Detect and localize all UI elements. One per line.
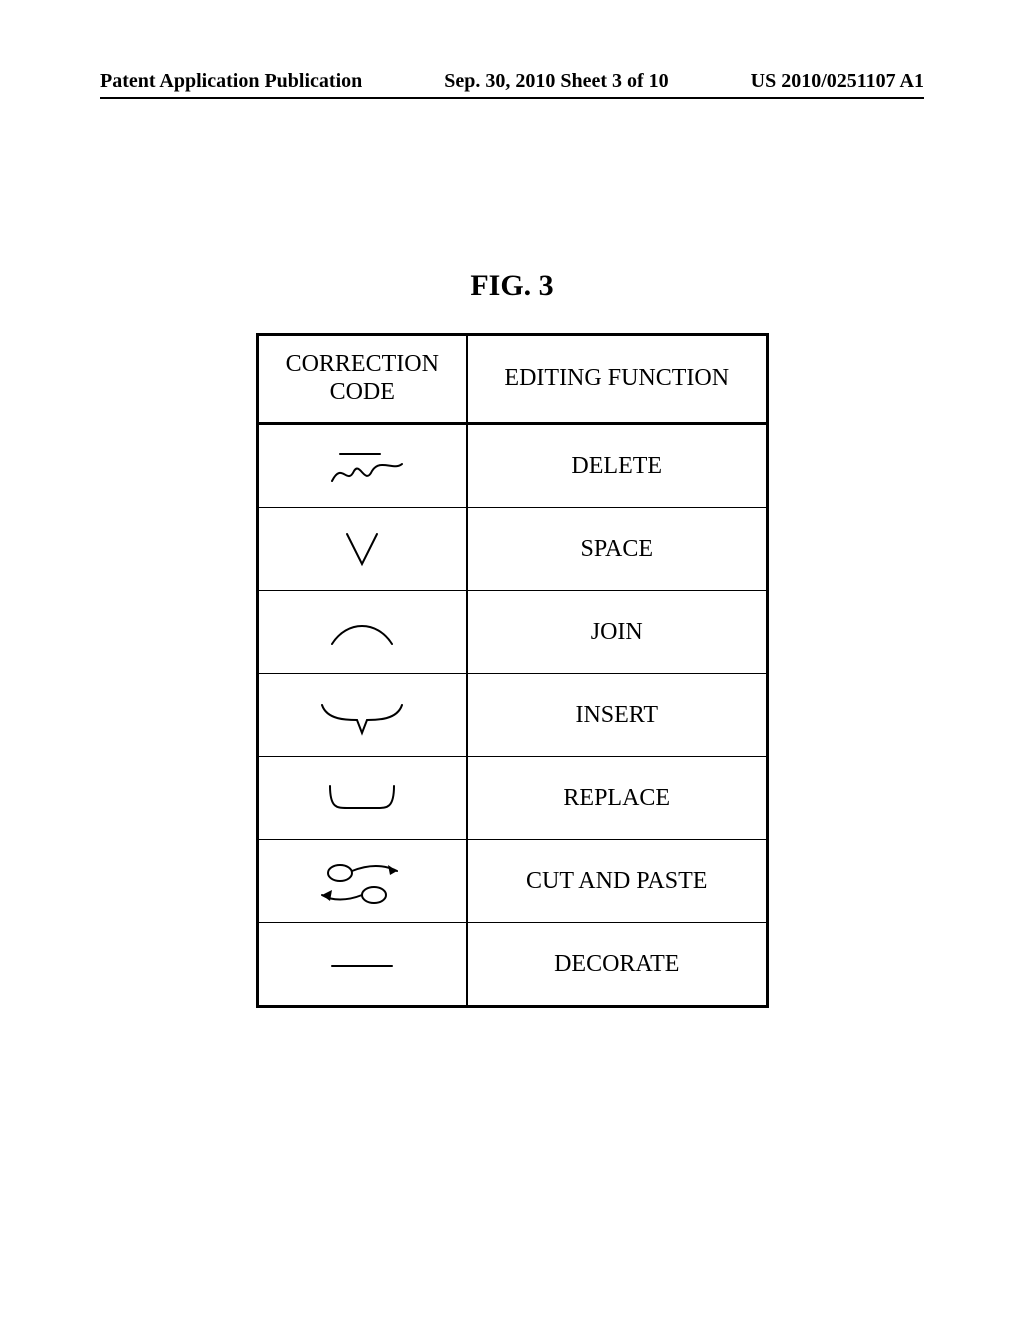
cut-and-paste-symbol-icon xyxy=(302,851,422,911)
col-header-editing-function-label: EDITING FUNCTION xyxy=(482,365,752,393)
table-row: DECORATE xyxy=(257,923,767,1007)
symbol-decorate-cell xyxy=(257,923,467,1007)
function-cell: JOIN xyxy=(467,591,767,674)
symbol-insert-cell xyxy=(257,674,467,757)
col-header-editing-function: EDITING FUNCTION xyxy=(467,335,767,424)
insert-symbol-icon xyxy=(302,685,422,745)
table-row: REPLACE xyxy=(257,757,767,840)
space-symbol-icon xyxy=(302,519,422,579)
function-cell: DECORATE xyxy=(467,923,767,1007)
symbol-cut-and-paste-cell xyxy=(257,840,467,923)
table-row: DELETE xyxy=(257,424,767,508)
function-cell: REPLACE xyxy=(467,757,767,840)
symbol-space-cell xyxy=(257,508,467,591)
function-cell: SPACE xyxy=(467,508,767,591)
col-header-correction-code-label: CORRECTION CODE xyxy=(273,351,453,406)
function-cell: INSERT xyxy=(467,674,767,757)
symbol-join-cell xyxy=(257,591,467,674)
header-right: US 2010/0251107 A1 xyxy=(751,70,924,93)
function-cell: CUT AND PASTE xyxy=(467,840,767,923)
page-header: Patent Application Publication Sep. 30, … xyxy=(100,70,924,99)
table-header-row: CORRECTION CODE EDITING FUNCTION xyxy=(257,335,767,424)
col-header-correction-code: CORRECTION CODE xyxy=(257,335,467,424)
table-row: CUT AND PASTE xyxy=(257,840,767,923)
table-row: JOIN xyxy=(257,591,767,674)
symbol-replace-cell xyxy=(257,757,467,840)
patent-page: Patent Application Publication Sep. 30, … xyxy=(0,0,1024,1320)
replace-symbol-icon xyxy=(302,768,422,828)
figure-title: FIG. 3 xyxy=(100,269,924,303)
correction-code-table: CORRECTION CODE EDITING FUNCTION xyxy=(256,333,769,1008)
decorate-symbol-icon xyxy=(302,934,422,994)
header-left: Patent Application Publication xyxy=(100,70,362,93)
table-row: INSERT xyxy=(257,674,767,757)
function-cell: DELETE xyxy=(467,424,767,508)
symbol-delete-cell xyxy=(257,424,467,508)
table-row: SPACE xyxy=(257,508,767,591)
figure-table-wrap: CORRECTION CODE EDITING FUNCTION xyxy=(100,333,924,1008)
header-mid: Sep. 30, 2010 Sheet 3 of 10 xyxy=(444,70,668,93)
delete-symbol-icon xyxy=(302,436,422,496)
join-symbol-icon xyxy=(302,602,422,662)
